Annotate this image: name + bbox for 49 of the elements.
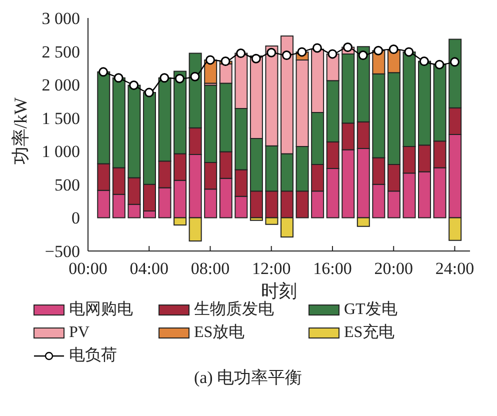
legend-label: 电网购电 — [69, 300, 133, 320]
point — [144, 88, 154, 98]
point — [251, 54, 261, 64]
point — [205, 55, 215, 65]
point — [434, 60, 444, 70]
x-axis-title: 时刻 — [261, 281, 297, 301]
point — [450, 57, 460, 67]
point — [358, 50, 368, 60]
y-tick-label: −500 — [44, 242, 80, 262]
point — [328, 49, 338, 59]
point — [404, 47, 414, 57]
y-axis-title: 功率/kW — [10, 98, 30, 164]
point — [266, 48, 276, 58]
x-tick-label: 08:00 — [190, 259, 230, 278]
point — [282, 50, 292, 60]
point — [129, 80, 139, 90]
x-tick-label: 16:00 — [313, 259, 352, 278]
point — [160, 73, 170, 83]
point — [297, 47, 307, 57]
legend-label: 生物质发电 — [194, 300, 274, 320]
y-tick-label: 500 — [54, 175, 80, 194]
x-tick-label: 00:00 — [68, 259, 108, 278]
point — [236, 48, 246, 58]
point — [174, 74, 184, 84]
legend-label: PV — [69, 324, 90, 342]
point — [388, 44, 398, 54]
x-tick-label: 24:00 — [435, 259, 474, 278]
point — [220, 56, 230, 66]
legend-label: GT发电 — [344, 300, 398, 320]
legend-label: 电负荷 — [69, 346, 117, 366]
y-tick-label: 1 500 — [42, 108, 80, 128]
point — [374, 46, 384, 56]
y-tick-label: 2 500 — [42, 42, 80, 62]
y-tick-label: 3 000 — [42, 9, 80, 28]
point — [114, 73, 124, 83]
legend-label: ES放电 — [194, 322, 245, 343]
x-tick-label: 04:00 — [130, 259, 168, 278]
x-tick-label: 20:00 — [374, 259, 413, 278]
x-tick-label: 12:00 — [252, 259, 291, 278]
point — [190, 72, 200, 82]
legend-label: ES充电 — [344, 322, 395, 343]
y-tick-label: 1 000 — [42, 142, 80, 162]
y-tick-label: 0 — [72, 208, 80, 228]
point — [343, 42, 353, 52]
text: (a) 电功率平衡 — [192, 367, 304, 389]
y-tick-label: 2 000 — [42, 76, 80, 95]
point — [419, 56, 429, 66]
point — [312, 43, 322, 53]
point — [98, 67, 108, 77]
